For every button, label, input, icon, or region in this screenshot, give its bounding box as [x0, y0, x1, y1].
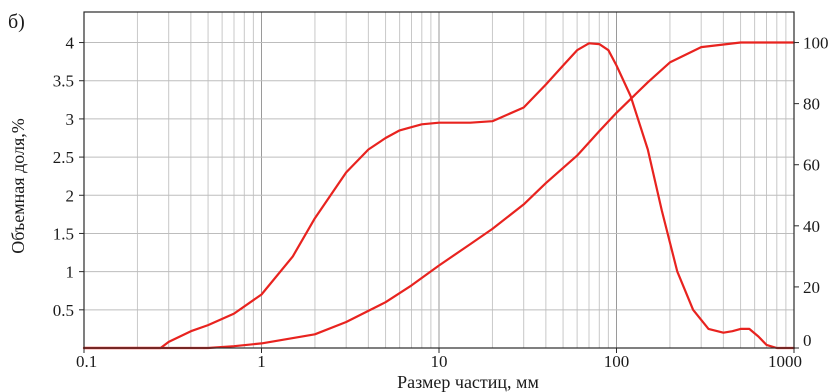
- x-tick-label: 1: [257, 352, 266, 371]
- volume-fraction-line: [82, 42, 796, 350]
- y-left-tick-label: 4: [66, 34, 75, 53]
- y-axis-title: Объемная доля,%: [8, 118, 28, 253]
- panel-label: б): [8, 11, 25, 33]
- x-axis-title: Размер частиц, мм: [397, 372, 539, 392]
- y-left-tick-label: 2: [66, 186, 75, 205]
- y-right-tick-label: 100: [803, 34, 829, 53]
- x-tick-label: 100: [604, 352, 630, 371]
- x-tick-label: 1000: [768, 352, 802, 371]
- y-right-tick-label: 60: [803, 156, 820, 175]
- series-group: [82, 41, 796, 350]
- x-tick-label: 10: [431, 352, 448, 371]
- tick-labels: 0.1 1 10 100 10000.511.522.533.5402040608010…: [53, 34, 829, 371]
- y-right-tick-label: 0: [803, 331, 812, 350]
- y-right-tick-label: 40: [803, 217, 820, 236]
- y-left-tick-label: 1: [66, 263, 75, 282]
- x-tick-label: 0.1: [76, 352, 97, 371]
- y-left-tick-label: 2.5: [53, 148, 74, 167]
- y-left-tick-label: 0.5: [53, 301, 74, 320]
- cumulative-line: [82, 41, 796, 350]
- y-left-tick-label: 3: [66, 110, 75, 129]
- y-left-tick-label: 1.5: [53, 224, 74, 243]
- y-right-tick-label: 20: [803, 278, 820, 297]
- y-right-tick-label: 80: [803, 95, 820, 114]
- y-left-tick-label: 3.5: [53, 72, 74, 91]
